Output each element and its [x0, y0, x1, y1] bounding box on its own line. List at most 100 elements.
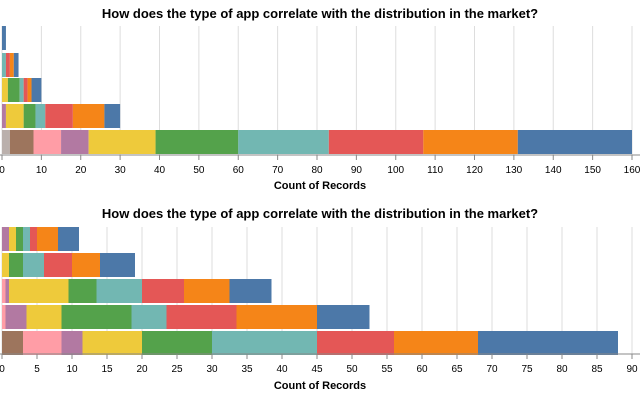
bar-row [2, 227, 79, 251]
tick-label: 65 [451, 364, 463, 375]
tick-label: 140 [545, 165, 562, 176]
bar-segment [13, 53, 19, 77]
chart-title: How does the type of app correlate with … [102, 206, 538, 221]
bar-segment [45, 104, 73, 128]
bar-segment [61, 331, 83, 355]
bar-segment [58, 227, 79, 251]
bar-segment [33, 130, 62, 154]
bar-segment [238, 130, 329, 154]
bar-segment [9, 130, 34, 154]
bar-segment [44, 253, 72, 277]
bar-segment [61, 305, 132, 329]
tick-label: 120 [466, 165, 483, 176]
bar-segment [96, 279, 142, 303]
bar-segment [423, 130, 518, 154]
bar-segment [317, 305, 370, 329]
tick-label: 75 [521, 364, 533, 375]
bar-segment [142, 279, 184, 303]
tick-label: 110 [427, 165, 443, 176]
tick-label: 0 [0, 364, 5, 375]
bar-segment [7, 78, 20, 102]
tick-label: 70 [272, 165, 284, 176]
tick-label: 85 [591, 364, 603, 375]
tick-label: 25 [171, 364, 183, 375]
bar-segment [82, 331, 142, 355]
bar-segment [23, 227, 30, 251]
x-axis-title: Count of Records [274, 180, 366, 192]
bar-segment [23, 253, 44, 277]
tick-label: 30 [206, 364, 218, 375]
bar-segment [23, 104, 36, 128]
bar-segment [31, 78, 42, 102]
bar-segment [142, 331, 212, 355]
bar-segment [2, 53, 6, 77]
tick-label: 20 [136, 364, 148, 375]
tick-label: 90 [351, 165, 363, 176]
bars [2, 26, 632, 154]
bar-segment [2, 305, 6, 329]
tick-label: 5 [34, 364, 40, 375]
bar-segment [2, 253, 9, 277]
bar-row [2, 279, 272, 303]
tick-label: 20 [75, 165, 87, 176]
bar-segment [2, 26, 6, 50]
chart-bottom: How does the type of app correlate with … [0, 206, 640, 392]
tick-label: 40 [276, 364, 288, 375]
bar-segment [5, 104, 24, 128]
tick-label: 35 [241, 364, 253, 375]
bar-row [2, 305, 370, 329]
tick-label: 150 [584, 165, 601, 176]
bar-segment [9, 253, 23, 277]
bar-segment [16, 227, 23, 251]
bar-segment [9, 53, 14, 77]
bar-segment [5, 53, 10, 77]
bar-segment [2, 104, 6, 128]
x-axis-ticks: 0 10 20 30 40 50 60 70 80 90 100 110 120 130 140 150 160 [0, 155, 640, 176]
bars [2, 227, 618, 355]
bar-segment [328, 130, 424, 154]
bar-segment [30, 227, 37, 251]
bar-segment [9, 279, 69, 303]
tick-label: 70 [486, 364, 498, 375]
tick-label: 50 [193, 165, 205, 176]
bar-segment [394, 331, 478, 355]
chart-top: How does the type of app correlate with … [0, 6, 640, 192]
bar-segment [2, 227, 9, 251]
bar-segment [26, 305, 62, 329]
bar-segment [35, 104, 46, 128]
x-axis-title: Count of Records [274, 380, 366, 392]
tick-label: 130 [506, 165, 523, 176]
tick-label: 80 [556, 364, 568, 375]
bar-segment [19, 78, 24, 102]
bar-segment [37, 227, 58, 251]
bar-segment [104, 104, 121, 128]
tick-label: 45 [311, 364, 323, 375]
bar-segment [23, 331, 62, 355]
bar-segment [9, 227, 16, 251]
bar-row [2, 78, 42, 102]
bar-segment [517, 130, 632, 154]
bar-segment [5, 279, 9, 303]
bar-row [2, 26, 6, 50]
bar-segment [184, 279, 230, 303]
bar-segment [478, 331, 618, 355]
bar-segment [236, 305, 317, 329]
bar-row [2, 331, 618, 355]
bar-segment [23, 78, 28, 102]
bar-segment [155, 130, 239, 154]
tick-label: 0 [0, 165, 5, 176]
tick-label: 40 [154, 165, 166, 176]
tick-label: 30 [115, 165, 127, 176]
tick-label: 80 [311, 165, 323, 176]
bar-row [2, 253, 135, 277]
bar-row [2, 130, 632, 154]
bar-segment [72, 253, 100, 277]
bar-segment [2, 331, 23, 355]
bar-segment [27, 78, 32, 102]
bar-segment [68, 279, 97, 303]
tick-label: 10 [66, 364, 78, 375]
bar-segment [2, 279, 6, 303]
chart-title: How does the type of app correlate with … [102, 6, 538, 21]
bar-segment [212, 331, 317, 355]
